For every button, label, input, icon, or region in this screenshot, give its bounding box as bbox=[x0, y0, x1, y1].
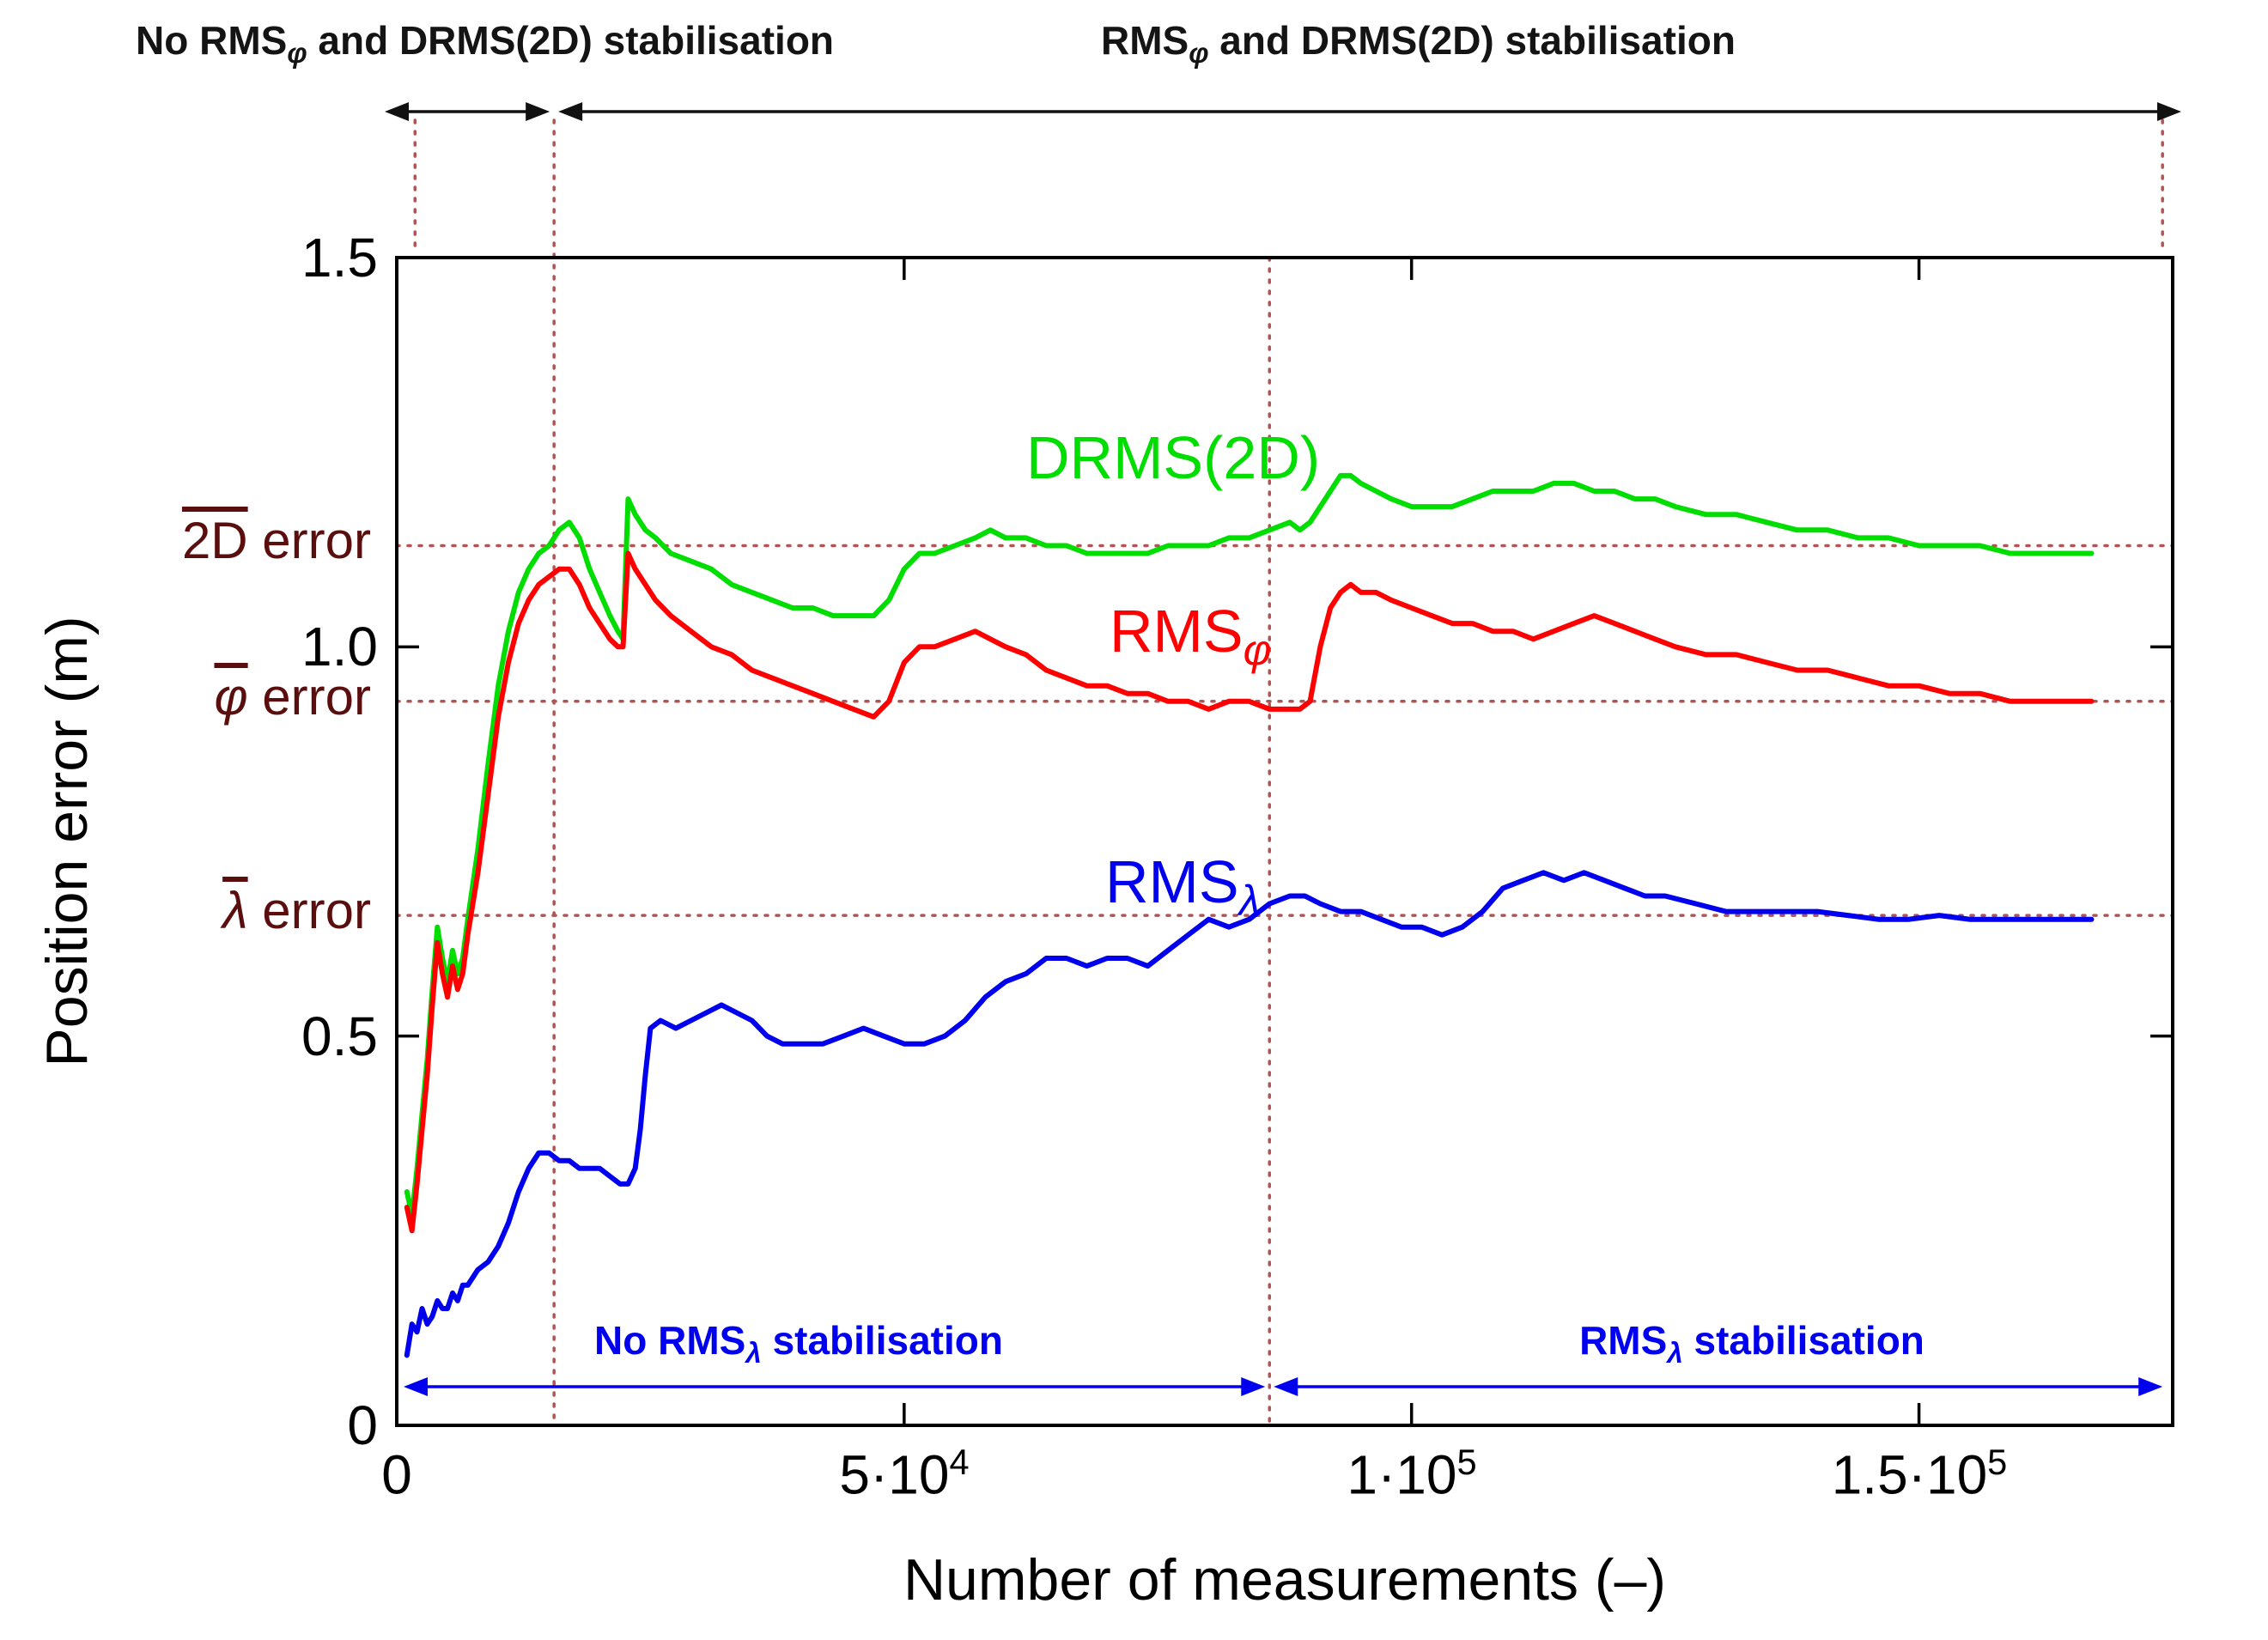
series-label-sub: φ bbox=[1243, 625, 1272, 674]
annotation-rms-lambda-stabilisation: RMSλ stabilisation bbox=[1579, 1321, 1924, 1368]
phi-subscript: φ bbox=[287, 38, 307, 70]
annotation-text: and DRMS(2D) stabilisation bbox=[1208, 18, 1736, 63]
annotation-text: No RMS bbox=[136, 18, 288, 63]
series-label-text: RMS bbox=[1105, 848, 1239, 915]
y-tick-label-1-5: 1.5 bbox=[301, 227, 378, 289]
y-tick-label-0: 0 bbox=[347, 1394, 378, 1456]
y-tick-label-1-0: 1.0 bbox=[301, 616, 378, 677]
ref-label-overlined: 2D bbox=[181, 512, 248, 569]
series-label-text: RMS bbox=[1110, 598, 1243, 665]
series-label-text: DRMS(2D) bbox=[1026, 424, 1321, 491]
ref-label-text: error bbox=[247, 512, 371, 569]
x-tick-base: 0 bbox=[381, 1443, 412, 1506]
series-label-rms-lambda: RMSλ bbox=[1105, 852, 1260, 922]
x-tick-base: 5·10 bbox=[839, 1443, 950, 1506]
lambda-subscript: λ bbox=[1667, 1338, 1683, 1370]
x-tick-base: 1·10 bbox=[1347, 1443, 1457, 1506]
y-tick-label-0-5: 0.5 bbox=[301, 1005, 378, 1067]
x-axis-title: Number of measurements (–) bbox=[903, 1547, 1667, 1613]
x-tick-label-5e4: 5·104 bbox=[839, 1442, 970, 1506]
annotation-text: and DRMS(2D) stabilisation bbox=[307, 18, 835, 63]
x-tick-label-1-5e5: 1.5·105 bbox=[1831, 1442, 2008, 1506]
ref-label-overlined: φ bbox=[214, 668, 248, 726]
x-tick-exponent: 5 bbox=[1456, 1442, 1477, 1482]
ref-label-overlined: λ bbox=[222, 882, 248, 939]
x-tick-label-1e5: 1·105 bbox=[1347, 1442, 1477, 1506]
series-label-drms2d: DRMS(2D) bbox=[1026, 428, 1320, 498]
x-tick-exponent: 5 bbox=[1987, 1442, 2008, 1482]
x-tick-exponent: 4 bbox=[949, 1442, 970, 1482]
annotation-text: stabilisation bbox=[761, 1318, 1003, 1363]
phi-subscript: φ bbox=[1189, 38, 1209, 70]
ref-label-lambda-error: λ error bbox=[94, 885, 371, 937]
x-tick-label-0: 0 bbox=[381, 1444, 412, 1502]
annotation-text: stabilisation bbox=[1682, 1318, 1924, 1363]
annotation-rms-phi-drms-stabilisation: RMSφ and DRMS(2D) stabilisation bbox=[1101, 21, 1736, 68]
annotation-no-rms-phi-drms-stabilisation: No RMSφ and DRMS(2D) stabilisation bbox=[136, 21, 834, 68]
ref-label-2d-error: 2D error bbox=[94, 515, 371, 567]
x-tick-base: 1.5·10 bbox=[1831, 1443, 1988, 1506]
lambda-subscript: λ bbox=[745, 1338, 762, 1370]
ref-label-text: error bbox=[247, 668, 371, 726]
y-axis-title: Position error (m) bbox=[34, 616, 100, 1067]
ref-label-phi-error: φ error bbox=[94, 668, 372, 726]
series-label-sub: λ bbox=[1238, 876, 1261, 925]
annotation-no-rms-lambda-stabilisation: No RMSλ stabilisation bbox=[594, 1321, 1003, 1368]
annotation-text: No RMS bbox=[594, 1318, 746, 1363]
ref-label-text: error bbox=[247, 882, 371, 939]
annotation-text: RMS bbox=[1101, 18, 1189, 63]
annotation-text: RMS bbox=[1579, 1318, 1668, 1363]
series-label-rms-phi: RMSφ bbox=[1110, 601, 1271, 671]
